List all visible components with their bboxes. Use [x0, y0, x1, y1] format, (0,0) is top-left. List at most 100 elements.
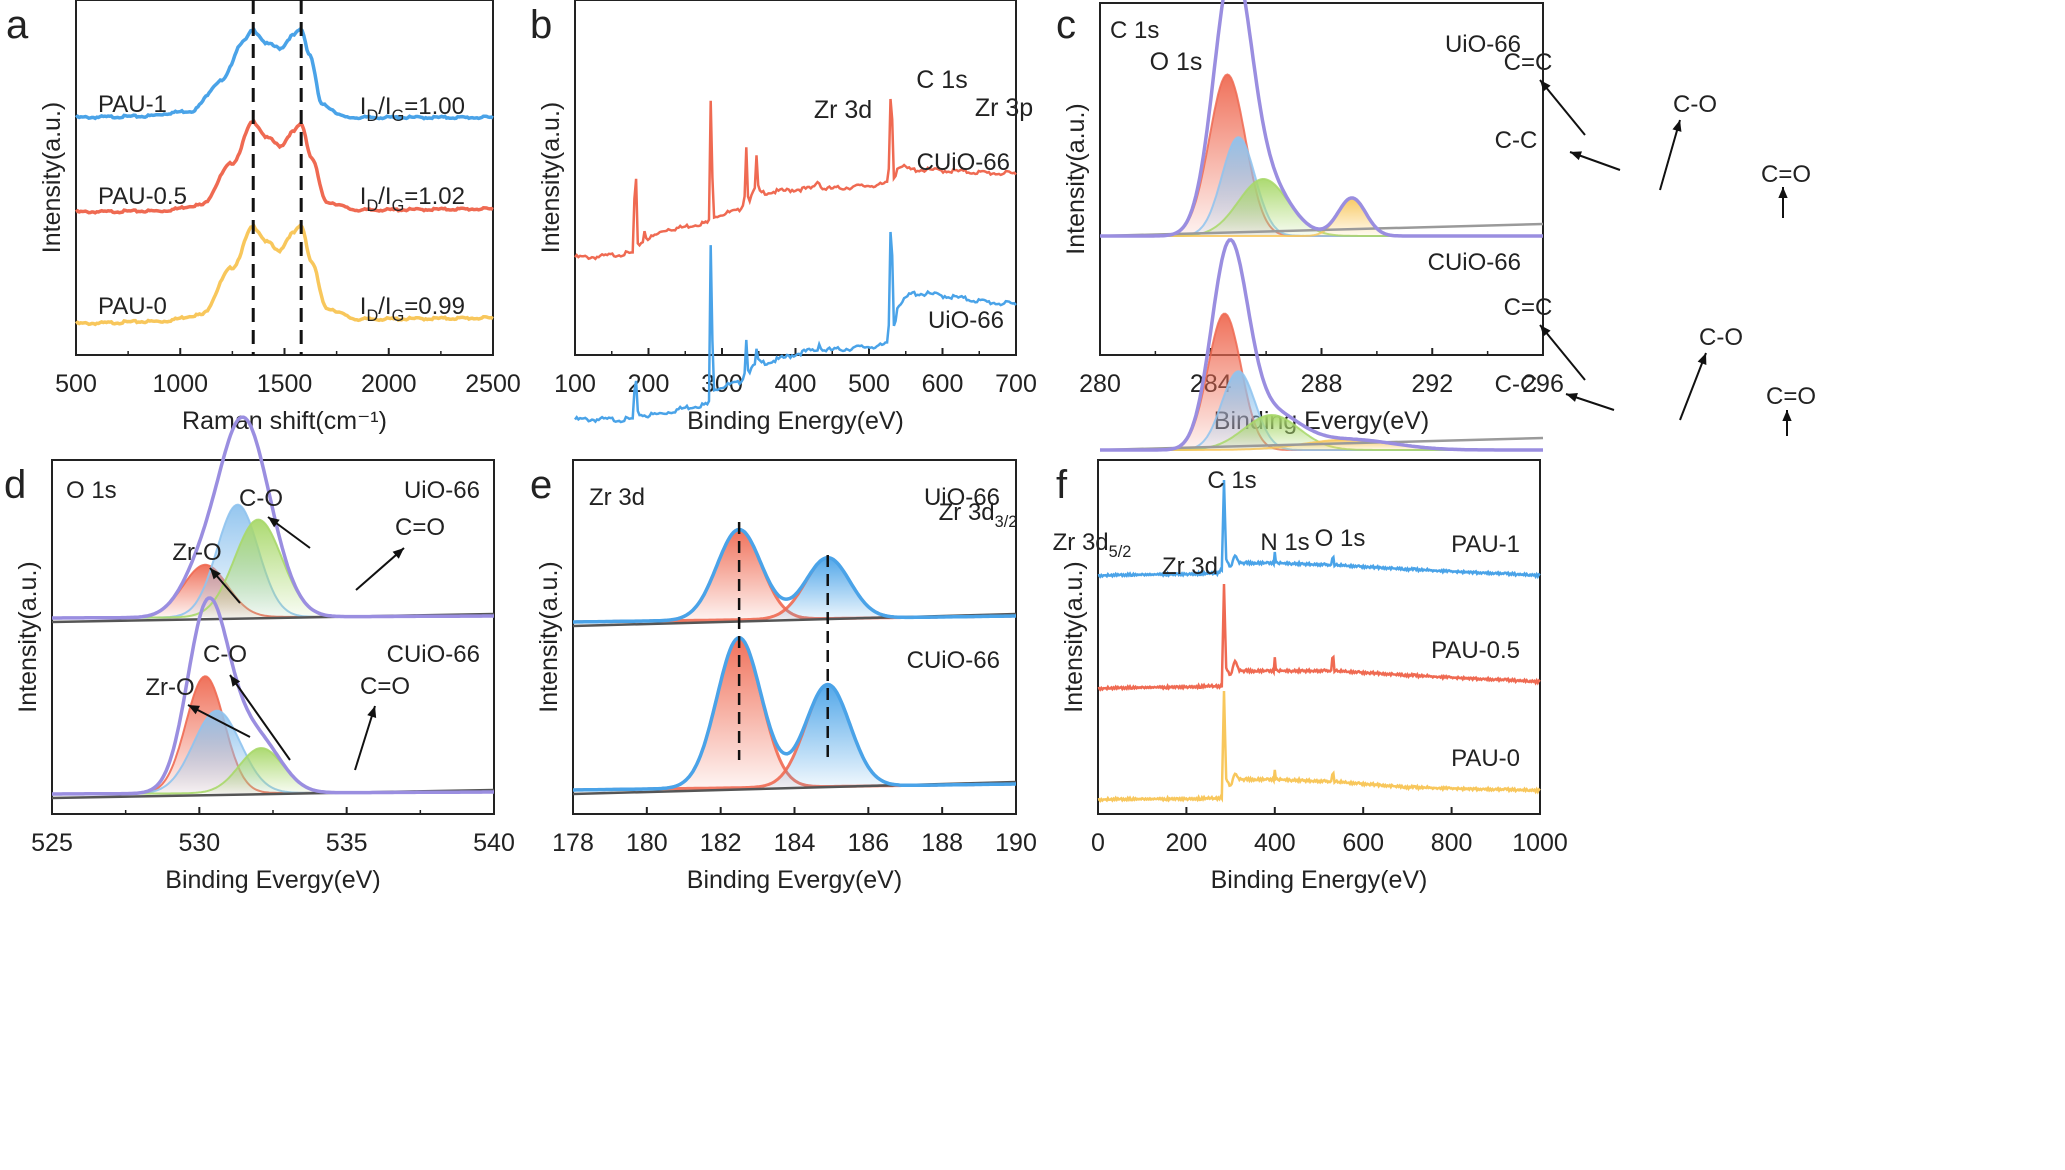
- annotation-arrow: [1539, 79, 1586, 136]
- fit-component-zr3d52: [573, 684, 1016, 790]
- fit-component-line: [1100, 136, 1543, 237]
- panel-c: 280284288292296Binding Evergy(eV)Intensi…: [1056, 0, 1816, 452]
- component-label: C=C: [1504, 49, 1553, 76]
- x-tick-label: 186: [847, 829, 889, 857]
- panel-title: Zr 3d: [589, 484, 645, 511]
- x-tick-label: 500: [55, 370, 97, 398]
- peak-label: Zr 3d5/2: [1053, 529, 1132, 561]
- component-label: C-C: [1495, 127, 1538, 154]
- x-tick-label: 530: [178, 829, 220, 857]
- component-label: C=O: [360, 673, 410, 700]
- series-line-pau-0.5: [1097, 583, 1541, 692]
- arrow-head: [1778, 187, 1788, 199]
- peak-label: N 1s: [1260, 529, 1309, 556]
- panel-letter: f: [1056, 463, 1068, 507]
- series-line-pau-1: [74, 26, 494, 121]
- fit-envelope: [52, 596, 494, 796]
- series-line-pau-1: [1097, 479, 1541, 580]
- series-label: PAU-1: [1451, 531, 1520, 558]
- component-label: C=O: [395, 514, 445, 541]
- x-tick-label: 535: [326, 829, 368, 857]
- series-line-pau-0.5: [75, 119, 494, 215]
- component-label: C=C: [1504, 294, 1553, 321]
- arrow-head: [230, 675, 241, 687]
- series-line-cuio66: [574, 98, 1017, 261]
- peak-label: O 1s: [1315, 525, 1366, 552]
- peak-label: Zr 3d: [1162, 553, 1218, 580]
- x-tick-label: 525: [31, 829, 73, 857]
- panel-title: C 1s: [1110, 17, 1159, 44]
- x-tick-label: 400: [775, 370, 817, 398]
- x-tick-label: 100: [554, 370, 596, 398]
- arrow-head: [1570, 151, 1582, 161]
- x-tick-label: 178: [552, 829, 594, 857]
- fit-envelope: [52, 415, 494, 620]
- component-label: C-O: [203, 641, 247, 668]
- component-label: C=O: [1761, 161, 1811, 188]
- panel-d: 525 530 535 540 Binding Evergy(eV) Intensity(…: [4, 415, 515, 894]
- y-axis-label: Intensity(a.u.): [38, 102, 66, 253]
- group-label: CUiO-66: [907, 647, 1000, 674]
- group-label: UiO-66: [404, 477, 480, 504]
- x-tick-label: 600: [922, 370, 964, 398]
- panel-letter: c: [1056, 3, 1076, 47]
- x-tick-label: 288: [1301, 370, 1343, 398]
- x-tick-label: 190: [995, 829, 1037, 857]
- x-axis-label: Binding Energy(eV): [687, 407, 904, 435]
- series-label: PAU-0: [1451, 745, 1520, 772]
- arrow-head: [188, 705, 200, 715]
- fit-component-co: [52, 519, 494, 618]
- component-label: C=O: [1766, 383, 1816, 410]
- x-tick-label: 500: [848, 370, 890, 398]
- arrow-head: [367, 706, 377, 718]
- fit-component-co: [52, 748, 494, 794]
- x-tick-label: 188: [921, 829, 963, 857]
- series-line-pau-0: [1097, 690, 1541, 804]
- peak-label: C 1s: [1207, 467, 1256, 494]
- x-tick-label: 700: [995, 370, 1037, 398]
- series-line-uio66: [573, 231, 1017, 424]
- y-axis-label: Intensity(a.u.): [537, 102, 565, 253]
- component-label: C-O: [1699, 324, 1743, 351]
- x-tick-label: 184: [774, 829, 816, 857]
- group-label: UiO-66: [924, 484, 1000, 511]
- x-tick-label: 296: [1522, 370, 1564, 398]
- y-axis-label: Intensity(a.u.): [14, 561, 42, 712]
- x-tick-label: 2500: [465, 370, 521, 398]
- fit-component-line: [1100, 73, 1543, 237]
- x-tick-label: 292: [1411, 370, 1453, 398]
- panel-letter: e: [530, 463, 552, 507]
- series-label: CUiO-66: [917, 149, 1010, 176]
- fit-envelope: [1100, 0, 1543, 238]
- plot-frame: [574, 0, 1017, 356]
- peak-label: Zr 3d3/2: [939, 499, 1018, 531]
- x-tick-label: 180: [626, 829, 668, 857]
- x-axis-label: Binding Energy(eV): [1211, 866, 1428, 894]
- ratio-label: ID/IG=1.02: [360, 183, 465, 215]
- arrow-head: [268, 517, 280, 528]
- component-label: C-O: [239, 485, 283, 512]
- x-axis-label: Raman shift(cm⁻¹): [182, 407, 387, 435]
- x-axis-label: Binding Evergy(eV): [687, 866, 902, 894]
- panel-e: 178 180 182 184 186 188 190 Binding Evergy(eV) I…: [530, 459, 1132, 894]
- arrow-head: [1697, 353, 1707, 365]
- annotation-arrow: [1679, 352, 1707, 421]
- panel-letter: a: [6, 3, 29, 47]
- component-label: Zr-O: [145, 674, 194, 701]
- y-axis-label: Intensity(a.u.): [1060, 561, 1088, 712]
- y-axis-label: Intensity(a.u.): [535, 561, 563, 712]
- x-tick-label: 800: [1431, 829, 1473, 857]
- series-label: PAU-1: [98, 91, 167, 118]
- fit-component-cc: [1100, 137, 1543, 236]
- component-label: Zr-O: [172, 539, 221, 566]
- x-tick-label: 600: [1342, 829, 1384, 857]
- annotation-arrow: [187, 704, 251, 738]
- series-label: UiO-66: [928, 307, 1004, 334]
- arrow-head: [392, 548, 404, 559]
- x-tick-label: 300: [701, 370, 743, 398]
- component-label: C-C: [1495, 371, 1538, 398]
- fit-envelope: [573, 527, 1016, 624]
- x-tick-label: 0: [1091, 829, 1105, 857]
